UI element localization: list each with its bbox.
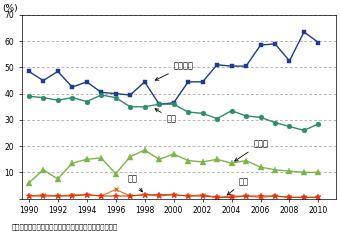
Text: 北米: 北米	[127, 175, 142, 192]
Text: 欧州: 欧州	[227, 177, 249, 195]
Text: (%): (%)	[3, 4, 18, 13]
Text: 現地国内: 現地国内	[155, 62, 193, 80]
Text: アジア: アジア	[235, 139, 268, 161]
Text: 資料：経済産業省「海外事業活動基本調査」から作成。: 資料：経済産業省「海外事業活動基本調査」から作成。	[12, 223, 118, 230]
Text: 日本: 日本	[155, 109, 176, 123]
